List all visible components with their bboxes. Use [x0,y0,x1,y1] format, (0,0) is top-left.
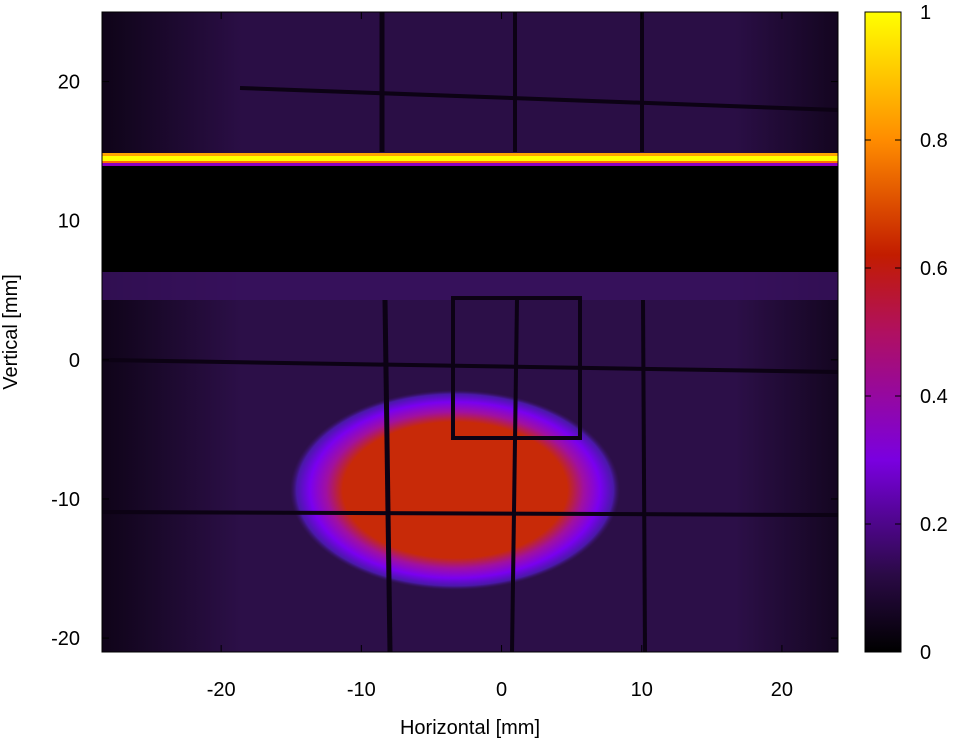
x-tick-label: 10 [631,679,653,701]
colorbar-tick-label: 0.6 [920,258,948,280]
x-tick-label: -20 [207,679,236,701]
left-edge-shade [102,12,242,652]
y-axis-ticks: -20 -10 0 10 20 [51,72,838,650]
colorbar-tick-label: 0.4 [920,386,948,408]
dark-band [102,166,838,272]
y-tick-label: 0 [69,350,80,372]
x-axis-ticks: -20 -10 0 10 20 [207,12,793,701]
x-tick-label: 0 [496,679,507,701]
grid-wire-lines [102,12,838,652]
y-tick-label: -20 [51,628,80,650]
y-tick-label: 10 [58,211,80,233]
colorbar-tick-label: 1 [920,2,931,24]
plot-frame [101,11,839,653]
colorbar-ticks: 0 0.2 0.4 0.6 0.8 1 [865,2,948,664]
band-glow [102,272,838,300]
colorbar [864,11,902,653]
right-edge-shade [735,12,838,652]
colorbar-tick-label: 0.8 [920,130,948,152]
x-axis-label: Horizontal [mm] [400,717,540,739]
y-tick-label: 20 [58,72,80,94]
x-tick-label: -10 [347,679,376,701]
y-tick-label: -10 [51,489,80,511]
x-tick-label: 20 [771,679,793,701]
colorbar-tick-label: 0.2 [920,514,948,536]
heatmap-plot-area [102,12,838,652]
y-axis-label: Vertical [mm] [0,274,22,390]
colorbar-tick-label: 0 [920,642,931,664]
bright-stripe [102,153,838,166]
